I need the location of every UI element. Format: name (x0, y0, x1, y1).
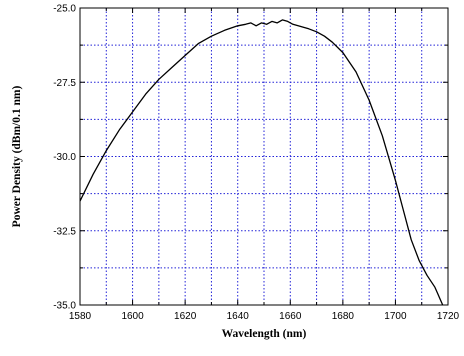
x-tick-label: 1600 (121, 311, 144, 322)
y-axis-title: Power Density (dBm/0.1 nm) (11, 86, 23, 228)
y-tick-labels: -35.0 -32.5 -30.0 -27.5 -25.0 (53, 4, 76, 312)
x-tick-label: 1680 (332, 311, 355, 322)
grid (80, 8, 448, 305)
y-tick-label: -30.0 (53, 152, 76, 163)
x-tick-labels: 1580 1600 1620 1640 1660 1680 1700 1720 (69, 311, 460, 322)
x-tick-label: 1640 (227, 311, 250, 322)
y-tick-label: -35.0 (53, 301, 76, 312)
x-tick-label: 1620 (174, 311, 197, 322)
y-tick-label: -25.0 (53, 4, 76, 15)
x-tick-label: 1700 (384, 311, 407, 322)
y-tick-label: -27.5 (53, 78, 76, 89)
x-tick-label: 1720 (437, 311, 460, 322)
y-tick-label: -32.5 (53, 226, 76, 237)
x-tick-label: 1660 (279, 311, 302, 322)
series-line (79, 19, 444, 306)
plot-frame (79, 7, 449, 306)
x-tick-label: 1580 (69, 311, 92, 322)
x-axis-title: Wavelength (nm) (222, 328, 307, 340)
